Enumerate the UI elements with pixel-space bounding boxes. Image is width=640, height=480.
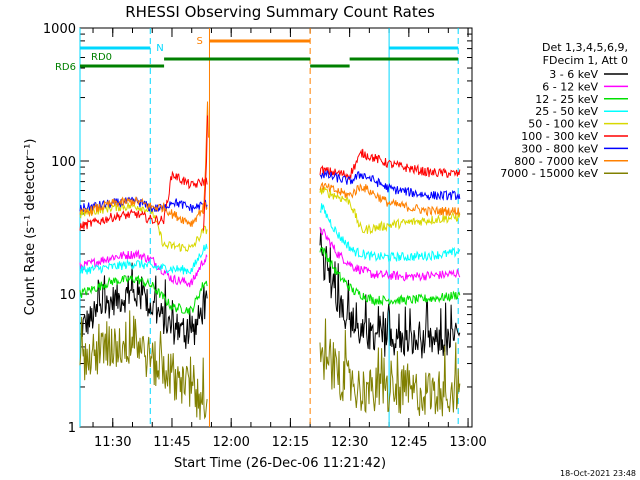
y-tick-label: 1000 <box>43 22 76 37</box>
flag-label-rd6: RD6 <box>55 62 76 73</box>
y-tick-label: 100 <box>51 155 76 170</box>
flare-spike <box>203 115 209 231</box>
legend-label: 7000 - 15000 keV <box>500 167 598 180</box>
legend-label: 50 - 100 keV <box>528 118 598 131</box>
legend-label: 25 - 50 keV <box>535 105 598 118</box>
x-tick-label: 12:30 <box>331 435 368 450</box>
series-line <box>79 181 461 227</box>
plot-area: 1 10 100 1000 11:30 11:45 12:00 12:15 12:30 12:45… <box>43 22 487 450</box>
series-line <box>79 203 461 275</box>
series-line <box>79 227 461 288</box>
x-tick-label: 11:45 <box>153 435 190 450</box>
timestamp: 18-Oct-2021 23:48 <box>560 469 636 478</box>
flag-label-n: N <box>156 43 163 54</box>
legend-label: 100 - 300 keV <box>521 130 598 143</box>
y-tick-label: 1 <box>68 421 76 436</box>
legend-label: 800 - 7000 keV <box>514 155 598 168</box>
legend: Det 1,3,4,5,6,9, FDecim 1, Att 0 3 - 6 k… <box>500 41 628 180</box>
legend-label: 3 - 6 keV <box>549 68 598 81</box>
x-tick-label: 12:45 <box>390 435 427 450</box>
series-line <box>79 310 461 420</box>
y-axis-label: Count Rate (s⁻¹ detector⁻¹) <box>23 139 38 316</box>
status-flags: RD6 RD0 N S <box>55 36 459 73</box>
x-tick-label: 12:00 <box>212 435 249 450</box>
legend-label: 6 - 12 keV <box>542 80 598 93</box>
chart-title: RHESSI Observing Summary Count Rates <box>125 3 435 21</box>
series-lines <box>79 101 461 420</box>
x-axis-label: Start Time (26-Dec-06 11:21:42) <box>174 456 386 471</box>
legend-header-line-2: FDecim 1, Att 0 <box>543 54 628 67</box>
flag-label-s: S <box>196 36 202 47</box>
y-tick-label: 10 <box>59 288 76 303</box>
legend-label: 300 - 800 keV <box>521 142 598 155</box>
x-tick-label: 12:15 <box>272 435 309 450</box>
x-tick-label: 13:00 <box>449 435 486 450</box>
legend-label: 12 - 25 keV <box>535 93 598 106</box>
x-tick-label: 11:30 <box>94 435 131 450</box>
series-line <box>79 148 461 231</box>
series-line <box>79 246 461 315</box>
flag-label-rd0: RD0 <box>91 52 112 63</box>
legend-header-line-1: Det 1,3,4,5,6,9, <box>542 41 628 54</box>
flare-spike <box>203 101 210 214</box>
